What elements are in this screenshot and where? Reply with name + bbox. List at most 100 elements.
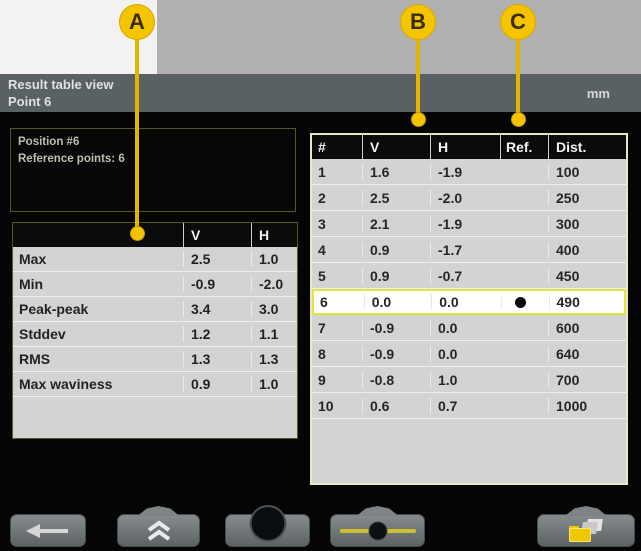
point-number: 1 — [318, 163, 326, 180]
point-dist-value: 250 — [548, 189, 624, 206]
point-dist-value: 1000 — [548, 397, 624, 414]
back-button[interactable] — [10, 514, 86, 547]
callout-b-endpoint — [411, 112, 426, 127]
point-row[interactable]: 5 0.9 -0.7 450 — [312, 263, 626, 289]
point-v-value: -0.9 — [362, 319, 430, 336]
point-dist-value: 700 — [548, 371, 624, 388]
double-chevron-up-icon — [147, 520, 170, 541]
point-dist-value: 300 — [548, 215, 624, 232]
folder-body — [569, 528, 591, 542]
stats-row: Stddev 1.2 1.1 — [13, 322, 297, 347]
point-row[interactable]: 10 0.6 0.7 1000 — [312, 393, 626, 419]
point-h-value: -1.9 — [430, 215, 500, 232]
stats-row: Peak-peak 3.4 3.0 — [13, 297, 297, 322]
point-v-value: 0.9 — [362, 241, 430, 258]
top-strip-gray — [157, 0, 641, 74]
stat-label: Stddev — [19, 326, 66, 342]
points-col-num: # — [318, 139, 326, 155]
folder-tab — [569, 526, 579, 529]
callout-c-letter: C — [510, 9, 526, 34]
stat-label: Max — [19, 251, 47, 267]
callout-b-label: B — [400, 4, 436, 40]
stat-v-value: 3.4 — [183, 301, 251, 317]
stat-label: Peak-peak — [19, 301, 89, 317]
point-h-value: 0.0 — [430, 345, 500, 362]
stat-v-value: 1.2 — [183, 326, 251, 342]
points-table: # V H Ref. Dist. 1 1.6 -1.9 100 2 2.5 -2… — [310, 133, 628, 485]
point-h-value: 0.0 — [431, 294, 501, 310]
point-row[interactable]: 7 -0.9 0.0 600 — [312, 315, 626, 341]
stats-row: Min -0.9 -2.0 — [13, 272, 297, 297]
point-row[interactable]: 2 2.5 -2.0 250 — [312, 185, 626, 211]
point-subtitle: Point 6 — [8, 94, 52, 109]
slider-icon — [339, 522, 416, 540]
expand-button[interactable] — [117, 506, 200, 547]
point-number: 2 — [318, 189, 326, 206]
point-h-value: 0.7 — [430, 397, 500, 414]
point-h-value: -1.9 — [430, 163, 500, 180]
stat-label: Max waviness — [19, 376, 113, 392]
point-h-value: -1.7 — [430, 241, 500, 258]
callout-c-endpoint — [511, 112, 526, 127]
stat-h-value: -2.0 — [251, 276, 297, 292]
point-row[interactable]: 4 0.9 -1.7 400 — [312, 237, 626, 263]
point-dist-value: 400 — [548, 241, 624, 258]
point-number: 9 — [318, 371, 326, 388]
titlebar: Result table view Point 6 mm — [0, 74, 641, 112]
callout-c-label: C — [500, 4, 536, 40]
view-title: Result table view — [8, 77, 114, 92]
point-dist-value: 490 — [548, 294, 625, 310]
adjust-button[interactable] — [330, 506, 425, 547]
button-bump — [137, 506, 180, 516]
point-row[interactable]: 6 0.0 0.0 490 — [312, 289, 626, 315]
stat-v-value: 1.3 — [183, 351, 251, 367]
stat-h-value: 3.0 — [251, 301, 297, 317]
points-col-v: V — [362, 135, 430, 159]
stat-label: Min — [19, 276, 44, 292]
points-table-body: 1 1.6 -1.9 100 2 2.5 -2.0 250 3 2.1 -1.9… — [312, 159, 626, 419]
point-row[interactable]: 1 1.6 -1.9 100 — [312, 159, 626, 185]
point-number: 8 — [318, 345, 326, 362]
point-dist-value: 450 — [548, 267, 624, 284]
point-number: 4 — [318, 241, 326, 258]
statistics-table-header: V H — [13, 223, 297, 247]
stat-h-value: 1.1 — [251, 326, 297, 342]
callout-a-endpoint — [130, 226, 145, 241]
black-dot-icon — [251, 507, 284, 540]
stat-v-value: 0.9 — [183, 376, 251, 392]
point-v-value: 1.6 — [362, 163, 430, 180]
point-button[interactable] — [225, 507, 310, 547]
point-v-value: -0.8 — [362, 371, 430, 388]
stats-col-h: H — [251, 223, 297, 247]
point-number: 10 — [318, 397, 334, 414]
arrow-left-icon — [26, 523, 68, 538]
callout-a-label: A — [119, 4, 155, 40]
point-number: 6 — [320, 294, 328, 310]
point-v-value: 0.6 — [362, 397, 430, 414]
stat-label: RMS — [19, 351, 51, 367]
point-number: 3 — [318, 215, 326, 232]
point-h-value: -0.7 — [430, 267, 500, 284]
point-row[interactable]: 3 2.1 -1.9 300 — [312, 211, 626, 237]
point-row[interactable]: 9 -0.8 1.0 700 — [312, 367, 626, 393]
button-bump — [356, 506, 399, 516]
stat-v-value: 2.5 — [183, 251, 251, 267]
point-dist-value: 100 — [548, 163, 624, 180]
unit-label: mm — [586, 86, 610, 101]
point-h-value: -2.0 — [430, 189, 500, 206]
point-row[interactable]: 8 -0.9 0.0 640 — [312, 341, 626, 367]
stats-col-v: V — [183, 223, 251, 247]
point-v-value: -0.9 — [362, 345, 430, 362]
statistics-table-body: Max 2.5 1.0 Min -0.9 -2.0 Peak-peak 3.4 … — [13, 247, 297, 438]
stats-row: Max 2.5 1.0 — [13, 247, 297, 272]
stats-row: Max waviness 0.9 1.0 — [13, 372, 297, 397]
stat-h-value: 1.0 — [251, 251, 297, 267]
position-info-panel: Position #6 Reference points: 6 — [10, 128, 296, 212]
statistics-table: V H Max 2.5 1.0 Min -0.9 -2.0 Peak-peak … — [12, 222, 298, 439]
points-col-h: H — [430, 135, 500, 159]
next-view-button[interactable] — [537, 506, 635, 547]
callout-a-letter: A — [129, 9, 145, 34]
callout-c-line — [516, 38, 520, 115]
reference-marker-icon — [514, 296, 526, 308]
callout-b-line — [416, 38, 420, 115]
